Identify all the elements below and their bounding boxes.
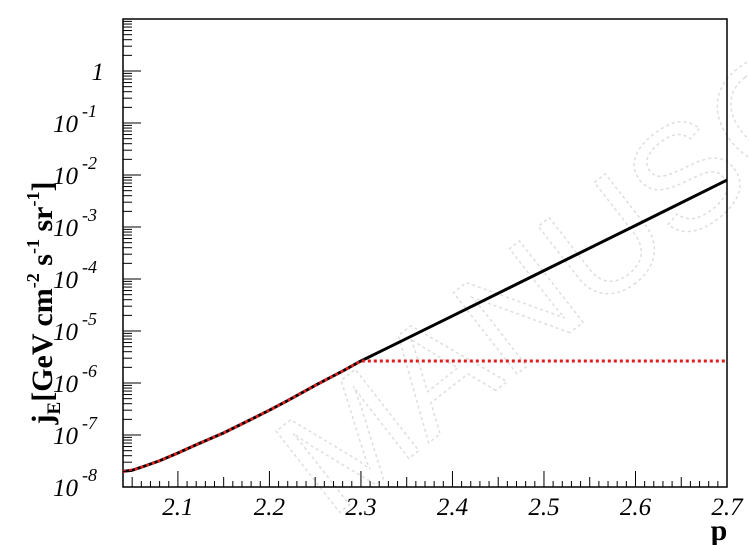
y-tick-base: 10	[53, 163, 79, 190]
y-tick-label: 10 -8	[53, 465, 97, 502]
x-tick-label: 2.2	[254, 494, 285, 521]
y-tick-label: 1	[92, 59, 105, 86]
y-tick-base: 10	[53, 371, 79, 398]
x-tick-label: 2.1	[162, 494, 193, 521]
x-tick-label: 2.4	[437, 494, 468, 521]
y-axis-title-unit-close: ]	[26, 182, 59, 192]
y-tick-label: 10 -7	[53, 413, 98, 450]
y-axis-title-exp-1: -2	[23, 273, 43, 288]
series-line-2	[122, 359, 727, 473]
x-tick-label: 2.3	[345, 494, 376, 521]
y-tick-exponent: -7	[82, 413, 98, 433]
y-tick-label: 10 -3	[53, 205, 97, 242]
y-tick-exponent: -3	[82, 205, 97, 225]
y-axis-title-exp-3: -1	[23, 192, 43, 207]
y-axis-title: jE[GeV cm-2 s-1 sr-1]	[23, 182, 65, 426]
tick-labels: 2.1 2.2 2.3 2.4 2.5 2.6 2.710-810-710-610 -510-…	[53, 59, 744, 521]
y-tick-label: 10 -1	[53, 101, 97, 138]
y-axis-title-symbol: j	[26, 414, 59, 425]
y-tick-label: 10 -5	[53, 309, 97, 346]
y-tick-label: 10 -4	[53, 257, 97, 294]
y-tick-label: 10 -2	[53, 153, 97, 190]
y-tick-base: 10	[53, 215, 79, 242]
y-tick-base: 10	[53, 267, 79, 294]
ticks-group	[122, 18, 728, 488]
y-tick-exponent: -8	[82, 465, 97, 485]
y-tick-exponent: -5	[82, 309, 97, 329]
y-tick-base: 10	[53, 111, 79, 138]
y-tick-exponent: -6	[82, 361, 97, 381]
y-axis-title-subscript: E	[44, 402, 65, 415]
y-axis-title-exp-2: -1	[23, 239, 43, 254]
x-tick-label: 2.6	[620, 494, 652, 521]
x-tick-label: 2.5	[528, 494, 559, 521]
y-tick-exponent: -2	[82, 153, 97, 173]
y-axis-title-unit-sr: sr	[26, 207, 59, 240]
x-axis-title: p	[711, 514, 728, 545]
y-tick-exponent: -4	[82, 257, 97, 277]
watermark: MANUSC	[246, 13, 749, 545]
series-group	[122, 178, 728, 473]
y-tick-exponent: -1	[82, 101, 97, 121]
y-tick-base: 10	[53, 319, 79, 346]
x-tick-label: 2.7	[711, 494, 744, 521]
y-tick-base: 10	[53, 423, 79, 450]
y-axis-title-unit-open: [GeV cm	[26, 288, 59, 402]
y-tick-base: 10	[53, 475, 79, 502]
y-tick-label: 10 -6	[53, 361, 97, 398]
y-axis-title-unit-s: s	[26, 254, 59, 273]
y-tick-exponent: 1	[92, 59, 105, 86]
svg-text:jE[GeV cm-2 s-1 sr-1]: jE[GeV cm-2 s-1 sr-1]	[23, 182, 65, 426]
